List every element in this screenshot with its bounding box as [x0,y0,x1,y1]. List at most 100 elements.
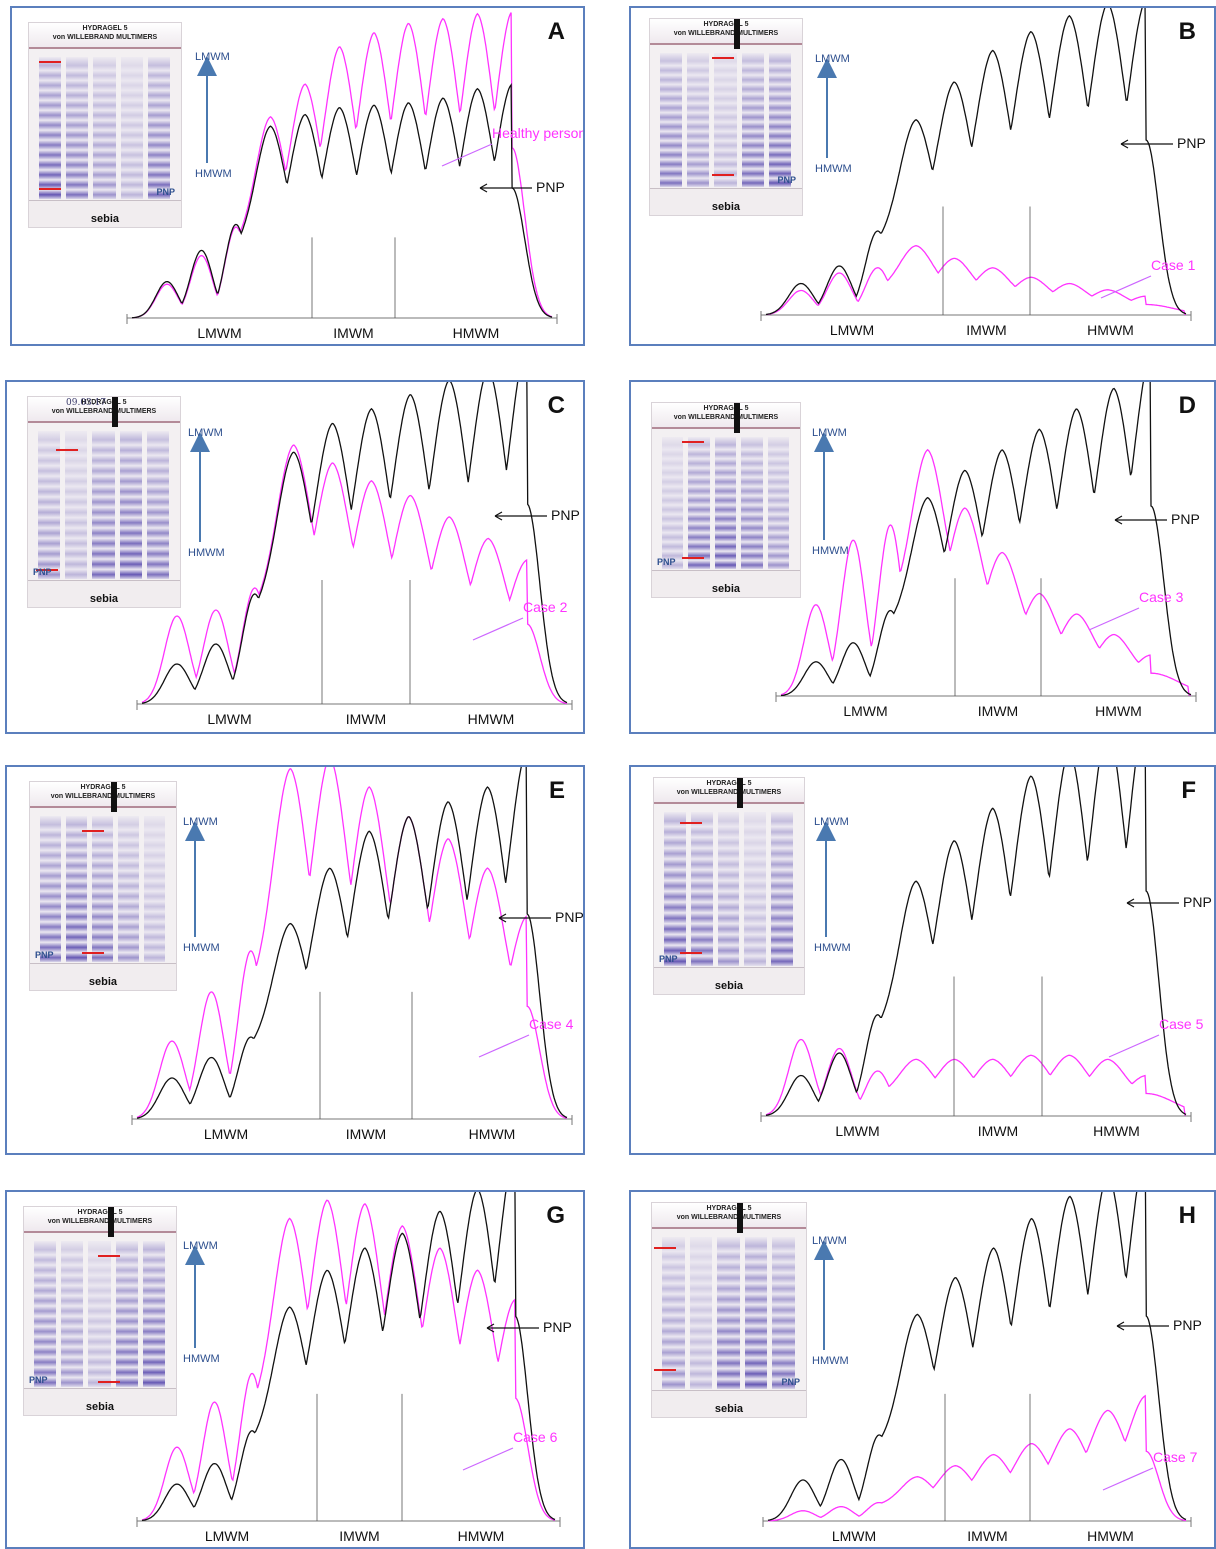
region-label-lmwm: LMWM [197,325,241,341]
sebia-logo: sebia [711,201,741,213]
arrow-bottom-label: HMWM [812,1355,849,1367]
region-label-hmwm: HMWM [1087,322,1134,338]
comparison-series-label: Case 5 [1159,1016,1204,1032]
comparison-curve [131,12,553,319]
gel-lane [147,57,170,199]
gel-tape-mark [734,403,740,433]
gel-lane [146,431,169,579]
panel-b: B HYDRAGEL 5 von WILLEBRAND MULTIMERS sebia… [629,6,1216,346]
sebia-logo: sebia [711,583,741,595]
gel-tape-mark [112,397,118,427]
arrow-top-label: LMWM [183,1240,218,1252]
gel-pnp-label: PNP [35,950,54,960]
gel-lane [689,1237,713,1389]
arrow-bottom-label: HMWM [188,547,225,559]
gel-lane [687,53,710,187]
pnp-curve [141,382,568,704]
pnp-series-label: PNP [1171,511,1200,527]
pnp-series-label: PNP [1173,1317,1202,1333]
gel-tape-mark [108,1207,114,1237]
region-label-imwm: IMWM [978,703,1018,719]
gel-lane [690,812,713,966]
gel-header-subtitle: von WILLEBRAND MULTIMERS [47,1218,153,1225]
gel-lane [767,437,789,569]
gel-lane [662,437,684,569]
region-label-lmwm: LMWM [835,1123,879,1139]
region-label-lmwm: LMWM [207,711,251,727]
comparison-pointer [462,1447,514,1471]
gel-lane [38,431,61,579]
profile-plot: LMWM HMWM LMWM IMWM HMWM PNP Healthy person [126,12,583,341]
pnp-curve [141,1192,556,1522]
region-label-imwm: IMWM [346,711,386,727]
pnp-curve [780,382,1192,697]
gel-lane [92,816,113,962]
gel-image: HYDRAGEL 5 von WILLEBRAND MULTIMERS sebia P… [29,781,177,991]
profile-plot: LMWM HMWM LMWM IMWM HMWM PNP Case 5 [760,767,1212,1139]
arrow-top-label: LMWM [183,816,218,828]
gel-lane [119,431,142,579]
gel-lane [688,437,710,569]
comparison-pointer [1108,1034,1160,1058]
sebia-logo: sebia [85,1401,115,1413]
pnp-curve [767,1192,1187,1521]
comparison-series-label: Case 1 [1151,257,1196,273]
arrow-top-label: LMWM [188,427,223,439]
region-label-hmwm: HMWM [1095,703,1142,719]
comparison-series-label: Case 2 [523,599,568,615]
gel-lane [717,812,740,966]
region-label-hmwm: HMWM [1093,1123,1140,1139]
gel-pnp-label: PNP [659,954,678,964]
arrow-top-label: LMWM [812,427,847,439]
gel-pnp-label: PNP [781,1377,800,1387]
arrow-top-label: LMWM [814,816,849,828]
panel-c: C HYDRAGEL 5 von WILLEBRAND MULTIMERS 09.03… [5,380,585,734]
pnp-pointer-head [479,183,488,193]
comparison-curve [765,1038,1187,1116]
region-label-hmwm: HMWM [468,711,515,727]
panel-f: F HYDRAGEL 5 von WILLEBRAND MULTIMERS sebia… [629,765,1216,1155]
gel-marker [98,1381,120,1383]
panel-letter: C [547,392,565,419]
gel-lane [741,437,763,569]
gel-header-subtitle: von WILLEBRAND MULTIMERS [673,30,779,37]
pnp-pointer-head [498,913,507,923]
gel-lane [768,53,791,187]
pnp-curve [131,82,553,319]
pnp-pointer-head [486,1323,495,1333]
gel-lane [118,816,139,962]
gel-image: HYDRAGEL 5 von WILLEBRAND MULTIMERS sebia P… [653,777,805,995]
arrow-bottom-label: HMWM [815,163,852,175]
pnp-series-label: PNP [543,1319,572,1335]
gel-header-title: HYDRAGEL 5 [706,1205,752,1212]
gel-lane [664,812,686,966]
comparison-curve [136,767,568,1119]
gel-lane [714,53,737,187]
gel-marker [39,188,61,190]
comparison-pointer [1088,607,1140,631]
gel-tape-mark [737,1203,743,1233]
comparison-pointer [1102,1467,1154,1491]
profile-plot: LMWM HMWM LMWM IMWM HMWM PNP Case 4 [131,767,583,1142]
gel-lane [144,816,165,962]
profile-plot: LMWM HMWM LMWM IMWM HMWM PNP Case 1 [760,8,1206,338]
panel-letter: D [1178,392,1196,419]
gel-marker [56,449,78,451]
panel-h: H HYDRAGEL 5 von WILLEBRAND MULTIMERS sebia… [629,1190,1216,1549]
pnp-series-label: PNP [1177,135,1206,151]
gel-header-subtitle: von WILLEBRAND MULTIMERS [676,789,782,796]
panel-letter: G [546,1202,565,1229]
gel-marker [712,57,734,59]
comparison-pointer [441,143,493,167]
panel-letter: E [548,777,565,804]
sebia-logo: sebia [714,1403,744,1415]
gel-lane [714,437,737,569]
pnp-series-label: PNP [551,507,580,523]
gel-header-subtitle: von WILLEBRAND MULTIMERS [51,408,157,415]
gel-image: HYDRAGEL 5 von WILLEBRAND MULTIMERS sebia P… [651,402,801,598]
pnp-pointer-head [1114,515,1123,525]
arrow-bottom-label: HMWM [183,942,220,954]
gel-header-subtitle: von WILLEBRAND MULTIMERS [676,1214,782,1221]
region-label-hmwm: HMWM [458,1528,505,1544]
gel-marker [654,1247,676,1249]
